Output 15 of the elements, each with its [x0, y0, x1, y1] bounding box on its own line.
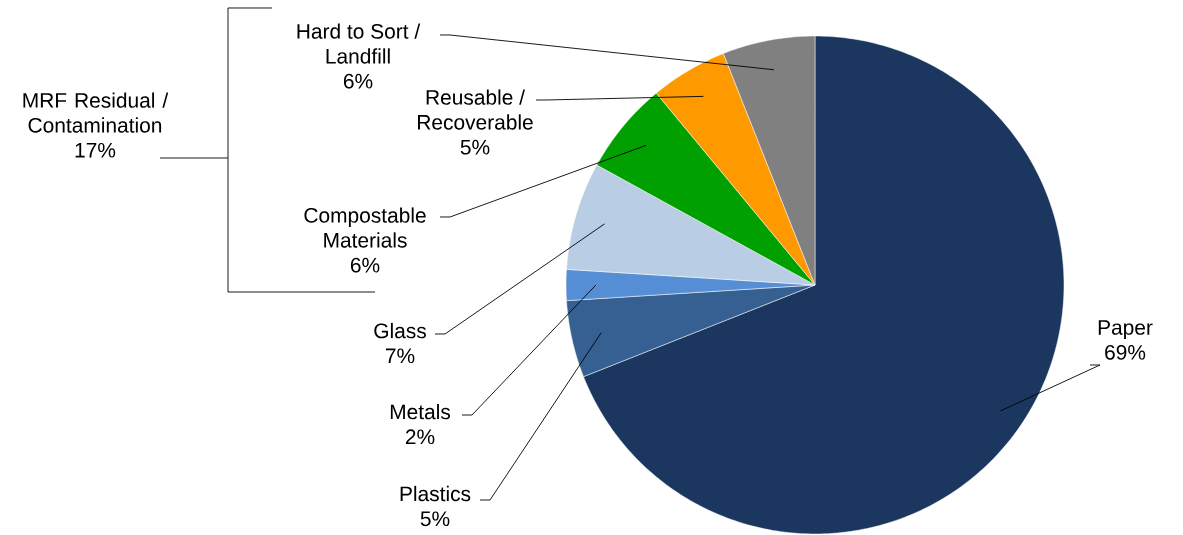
- slice-label: Glass: [374, 322, 426, 339]
- slice-label: Reusable / Recoverable: [417, 89, 533, 130]
- data-label: 5%: [460, 139, 490, 155]
- slice-label: Plastics: [400, 485, 471, 502]
- data-label: 6%: [350, 257, 380, 273]
- slice-label: Paper: [1098, 320, 1153, 339]
- data-label: 2%: [405, 429, 435, 445]
- data-label: 69%: [1105, 344, 1146, 360]
- data-label: 7%: [385, 348, 415, 364]
- text: MRF Residual / Contamination 17%: [23, 92, 169, 158]
- data-label: 5%: [420, 511, 450, 527]
- slice-label: Metals: [390, 403, 451, 420]
- slice-label: Hard to Sort / Landfill: [297, 23, 421, 64]
- slice-label: Compostable Materials: [304, 207, 426, 248]
- data-label: 6%: [343, 73, 373, 89]
